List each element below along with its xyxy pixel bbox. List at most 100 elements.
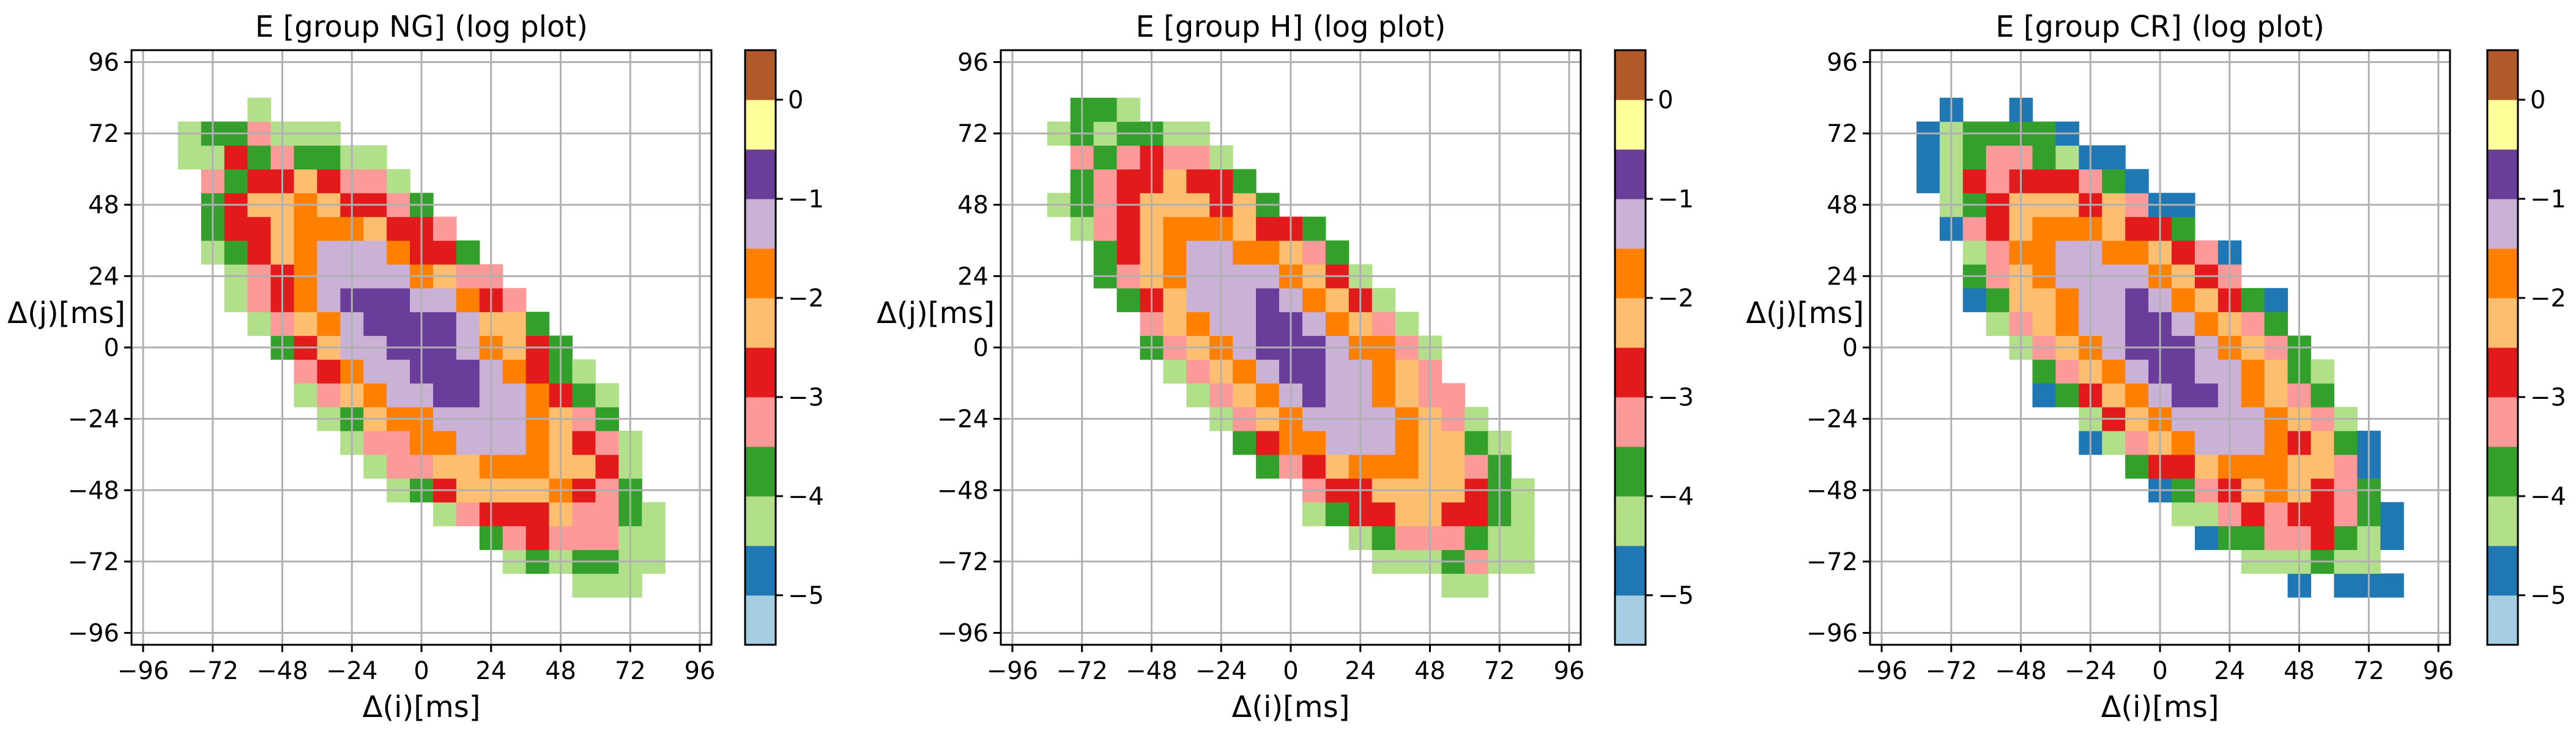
y-axis-label: Δ(j)[ms] xyxy=(877,296,995,330)
contour-cell xyxy=(2194,454,2219,479)
y-tick-label: 48 xyxy=(957,191,989,220)
contour-cell xyxy=(642,502,666,527)
contour-cell xyxy=(387,288,410,313)
contour-cell xyxy=(2264,525,2288,551)
contour-cell xyxy=(1163,169,1187,193)
x-tick-label: 96 xyxy=(1554,657,1585,685)
contour-cell xyxy=(2194,383,2219,407)
contour-cell xyxy=(1233,431,1256,455)
contour-cell xyxy=(2032,217,2056,241)
x-tick-label: 0 xyxy=(2152,657,2167,685)
colorbar-band xyxy=(1615,496,1646,546)
colorbar-band xyxy=(745,546,776,596)
colorbar-tick-label: −5 xyxy=(1658,582,1694,610)
contour-cell xyxy=(2032,145,2056,169)
contour-cell xyxy=(1441,431,1465,455)
contour-cell xyxy=(525,431,550,455)
contour-cell xyxy=(456,359,480,384)
contour-cell xyxy=(2102,145,2126,169)
contour-cell xyxy=(1233,169,1256,193)
colorbar-band xyxy=(2487,149,2518,199)
contour-cell xyxy=(247,97,272,122)
contour-cell xyxy=(1962,217,1987,241)
y-tick-label: −96 xyxy=(937,620,989,648)
contour-cell xyxy=(642,525,666,551)
contour-cell xyxy=(1962,240,1987,265)
y-tick-label: 96 xyxy=(88,48,119,76)
contour-cell xyxy=(2171,240,2196,265)
colorbar-band xyxy=(1615,149,1646,199)
contour-cell xyxy=(1511,525,1535,551)
contour-cell xyxy=(595,502,619,527)
contour-cell xyxy=(2264,383,2288,407)
colorbar-tick-label: −5 xyxy=(788,582,824,610)
contour-cell xyxy=(1093,145,1118,169)
contour-cell xyxy=(1372,359,1396,384)
colorbar-band xyxy=(745,199,776,249)
contour-cell xyxy=(1163,145,1187,169)
contour-cell xyxy=(1962,169,1987,193)
contour-cell xyxy=(1302,454,1326,479)
x-tick-label: 0 xyxy=(1283,657,1298,685)
contour-cell xyxy=(1916,169,1940,193)
contour-cell xyxy=(2125,311,2149,336)
contour-cell xyxy=(1986,240,2010,265)
contour-cell xyxy=(1116,169,1141,193)
contour-cell xyxy=(432,431,457,455)
contour-cell xyxy=(572,431,596,455)
contour-cell xyxy=(2125,217,2149,241)
contour-cell xyxy=(2194,240,2219,265)
contour-cell xyxy=(1163,359,1187,384)
colorbar-tick-label: −4 xyxy=(2530,483,2566,511)
contour-cell xyxy=(572,573,596,598)
contour-cell xyxy=(2264,454,2288,479)
colorbar-band xyxy=(745,298,776,348)
colorbar-band xyxy=(745,100,776,150)
x-tick-label: 96 xyxy=(2423,657,2454,685)
x-tick-label: 24 xyxy=(1345,657,1376,685)
y-tick-label: 72 xyxy=(88,120,119,148)
colorbar-band xyxy=(745,248,776,299)
contour-cell xyxy=(2194,311,2219,336)
contour-cell xyxy=(317,217,341,241)
x-tick-label: −96 xyxy=(1856,657,1907,685)
contour-cell xyxy=(1233,311,1256,336)
contour-cell xyxy=(456,454,480,479)
colorbar-tick-label: −4 xyxy=(1658,483,1694,511)
contour-cell xyxy=(572,502,596,527)
contour-cell xyxy=(1372,525,1396,551)
contour-cell xyxy=(572,454,596,479)
contour-cell xyxy=(502,359,527,384)
colorbar: −5 −4 −3 −2 −1 0 xyxy=(2486,49,2566,646)
contour-cell xyxy=(432,502,457,527)
y-tick-label: −24 xyxy=(937,406,989,434)
colorbar-tick-label: 0 xyxy=(788,86,803,114)
contour-cell xyxy=(432,240,457,265)
contour-cell xyxy=(363,454,387,479)
contour-cell xyxy=(1186,359,1210,384)
x-tick-label: −24 xyxy=(326,657,377,685)
contour-cell xyxy=(2125,240,2149,265)
colorbar-band xyxy=(745,149,776,199)
colorbar-band xyxy=(1615,447,1646,497)
contour-cell xyxy=(2194,502,2219,527)
contour-cell xyxy=(1186,240,1210,265)
contour-cell xyxy=(2264,288,2288,313)
contour-cell xyxy=(456,502,480,527)
contour-cell xyxy=(387,217,410,241)
y-tick-label: −24 xyxy=(1806,406,1858,434)
colorbar-band xyxy=(745,397,776,447)
x-tick-label: 48 xyxy=(2284,657,2315,685)
contour-cell xyxy=(1962,288,1987,313)
contour-cell xyxy=(1302,502,1326,527)
contour-cell xyxy=(2055,169,2079,193)
colorbar-tick-label: −2 xyxy=(1658,284,1694,313)
contour-cell xyxy=(456,431,480,455)
y-tick-label: −48 xyxy=(937,477,989,505)
x-tick-label: −96 xyxy=(987,657,1038,685)
contour-cell xyxy=(1256,217,1280,241)
colorbar-tick-label: −2 xyxy=(2530,284,2566,313)
y-tick-label: −48 xyxy=(1806,477,1858,505)
contour-cell xyxy=(1372,431,1396,455)
contour-cell xyxy=(2241,288,2265,313)
